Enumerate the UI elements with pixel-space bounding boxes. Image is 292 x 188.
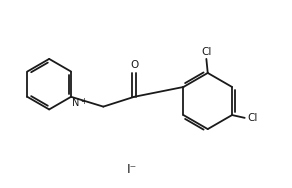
Text: O: O bbox=[130, 60, 138, 70]
Text: Cl: Cl bbox=[247, 113, 257, 123]
Text: I⁻: I⁻ bbox=[127, 163, 137, 176]
Text: Cl: Cl bbox=[201, 47, 211, 57]
Text: N: N bbox=[72, 98, 80, 108]
Text: +: + bbox=[80, 97, 87, 106]
